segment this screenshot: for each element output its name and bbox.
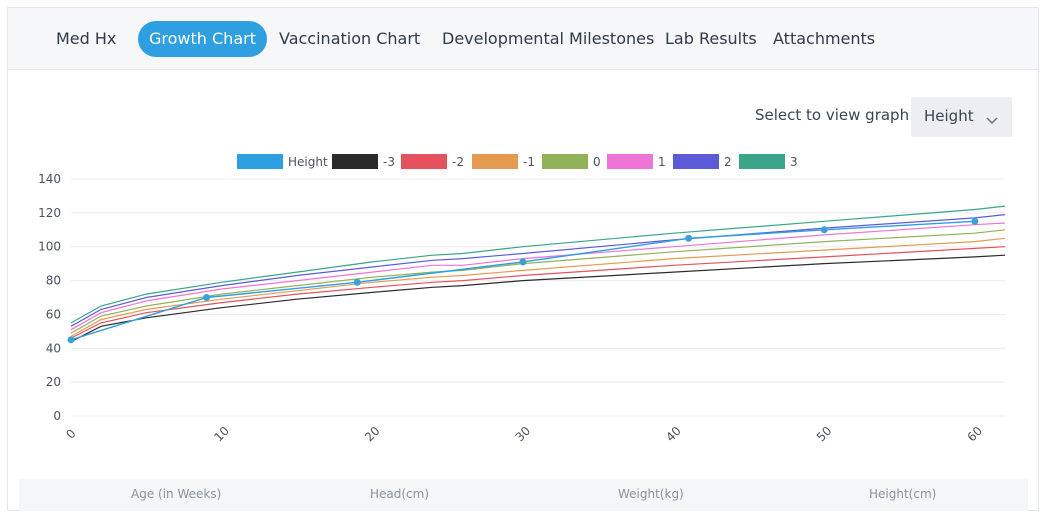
tab-lab-results[interactable]: Lab Results (665, 29, 757, 48)
graph-select[interactable]: Height (911, 97, 1012, 137)
y-tick-label: 40 (46, 341, 61, 355)
column-height[interactable]: Height(cm) (869, 487, 937, 501)
height-point (67, 336, 75, 344)
height-point (820, 226, 828, 234)
tab-attachments[interactable]: Attachments (773, 29, 876, 48)
column-weight[interactable]: Weight(kg) (618, 487, 684, 501)
series-line-1 (70, 222, 1006, 331)
y-tick-label: 0 (53, 409, 61, 423)
y-tick-label: 80 (46, 274, 61, 288)
legend-swatch (607, 154, 653, 169)
legend-label: -1 (523, 155, 535, 169)
legend-label: 3 (790, 155, 798, 169)
y-tick-label: 120 (38, 206, 61, 220)
height-point (519, 258, 527, 266)
y-tick-label: 20 (46, 375, 61, 389)
tab-bar: Med Hx Growth Chart Vaccination Chart De… (8, 8, 1038, 70)
legend-label: 0 (593, 155, 601, 169)
column-head[interactable]: Head(cm) (370, 487, 430, 501)
graph-select-label: Select to view graph: (755, 106, 915, 124)
tab-vaccination-chart[interactable]: Vaccination Chart (279, 29, 421, 48)
growth-chart-panel: Med Hx Growth Chart Vaccination Chart De… (7, 7, 1039, 511)
tab-developmental-milestones[interactable]: Developmental Milestones (442, 29, 655, 48)
height-point (971, 217, 979, 225)
legend-swatch (472, 154, 518, 169)
y-tick-label: 100 (38, 240, 61, 254)
x-tick-label: 0 (63, 426, 78, 441)
height-point (685, 234, 693, 242)
x-tick-label: 50 (814, 424, 835, 445)
height-point (203, 294, 211, 301)
legend-swatch (739, 154, 785, 169)
series-line--3 (70, 254, 1006, 343)
legend-label: -3 (383, 155, 395, 169)
series-line-0 (70, 229, 1006, 334)
series-line--2 (70, 246, 1006, 339)
legend-label: 1 (658, 155, 666, 169)
legend-swatch (332, 154, 378, 169)
x-tick-label: 30 (513, 424, 534, 445)
legend-swatch (542, 154, 588, 169)
tab-growth-chart[interactable]: Growth Chart (138, 21, 267, 57)
column-age[interactable]: Age (in Weeks) (131, 487, 222, 501)
legend-swatch (401, 154, 447, 169)
legend-swatch (673, 154, 719, 169)
legend-swatch (237, 154, 283, 169)
tab-med-hx[interactable]: Med Hx (56, 29, 117, 48)
growth-table-header: Age (in Weeks) Head(cm) Weight(kg) Heigh… (19, 479, 1028, 511)
x-tick-label: 40 (663, 424, 684, 445)
height-point (353, 278, 361, 286)
graph-select-value: Height (924, 107, 974, 125)
y-tick-label: 140 (38, 172, 61, 186)
x-tick-label: 20 (362, 424, 383, 445)
chevron-down-icon (986, 111, 998, 129)
x-tick-label: 60 (965, 424, 986, 445)
series-line--1 (70, 237, 1006, 337)
x-tick-label: 10 (211, 424, 232, 445)
legend-label: Height (288, 155, 328, 169)
series-line-3 (70, 205, 1006, 324)
y-tick-label: 60 (46, 307, 61, 321)
legend-label: -2 (452, 155, 464, 169)
legend-label: 2 (724, 155, 732, 169)
